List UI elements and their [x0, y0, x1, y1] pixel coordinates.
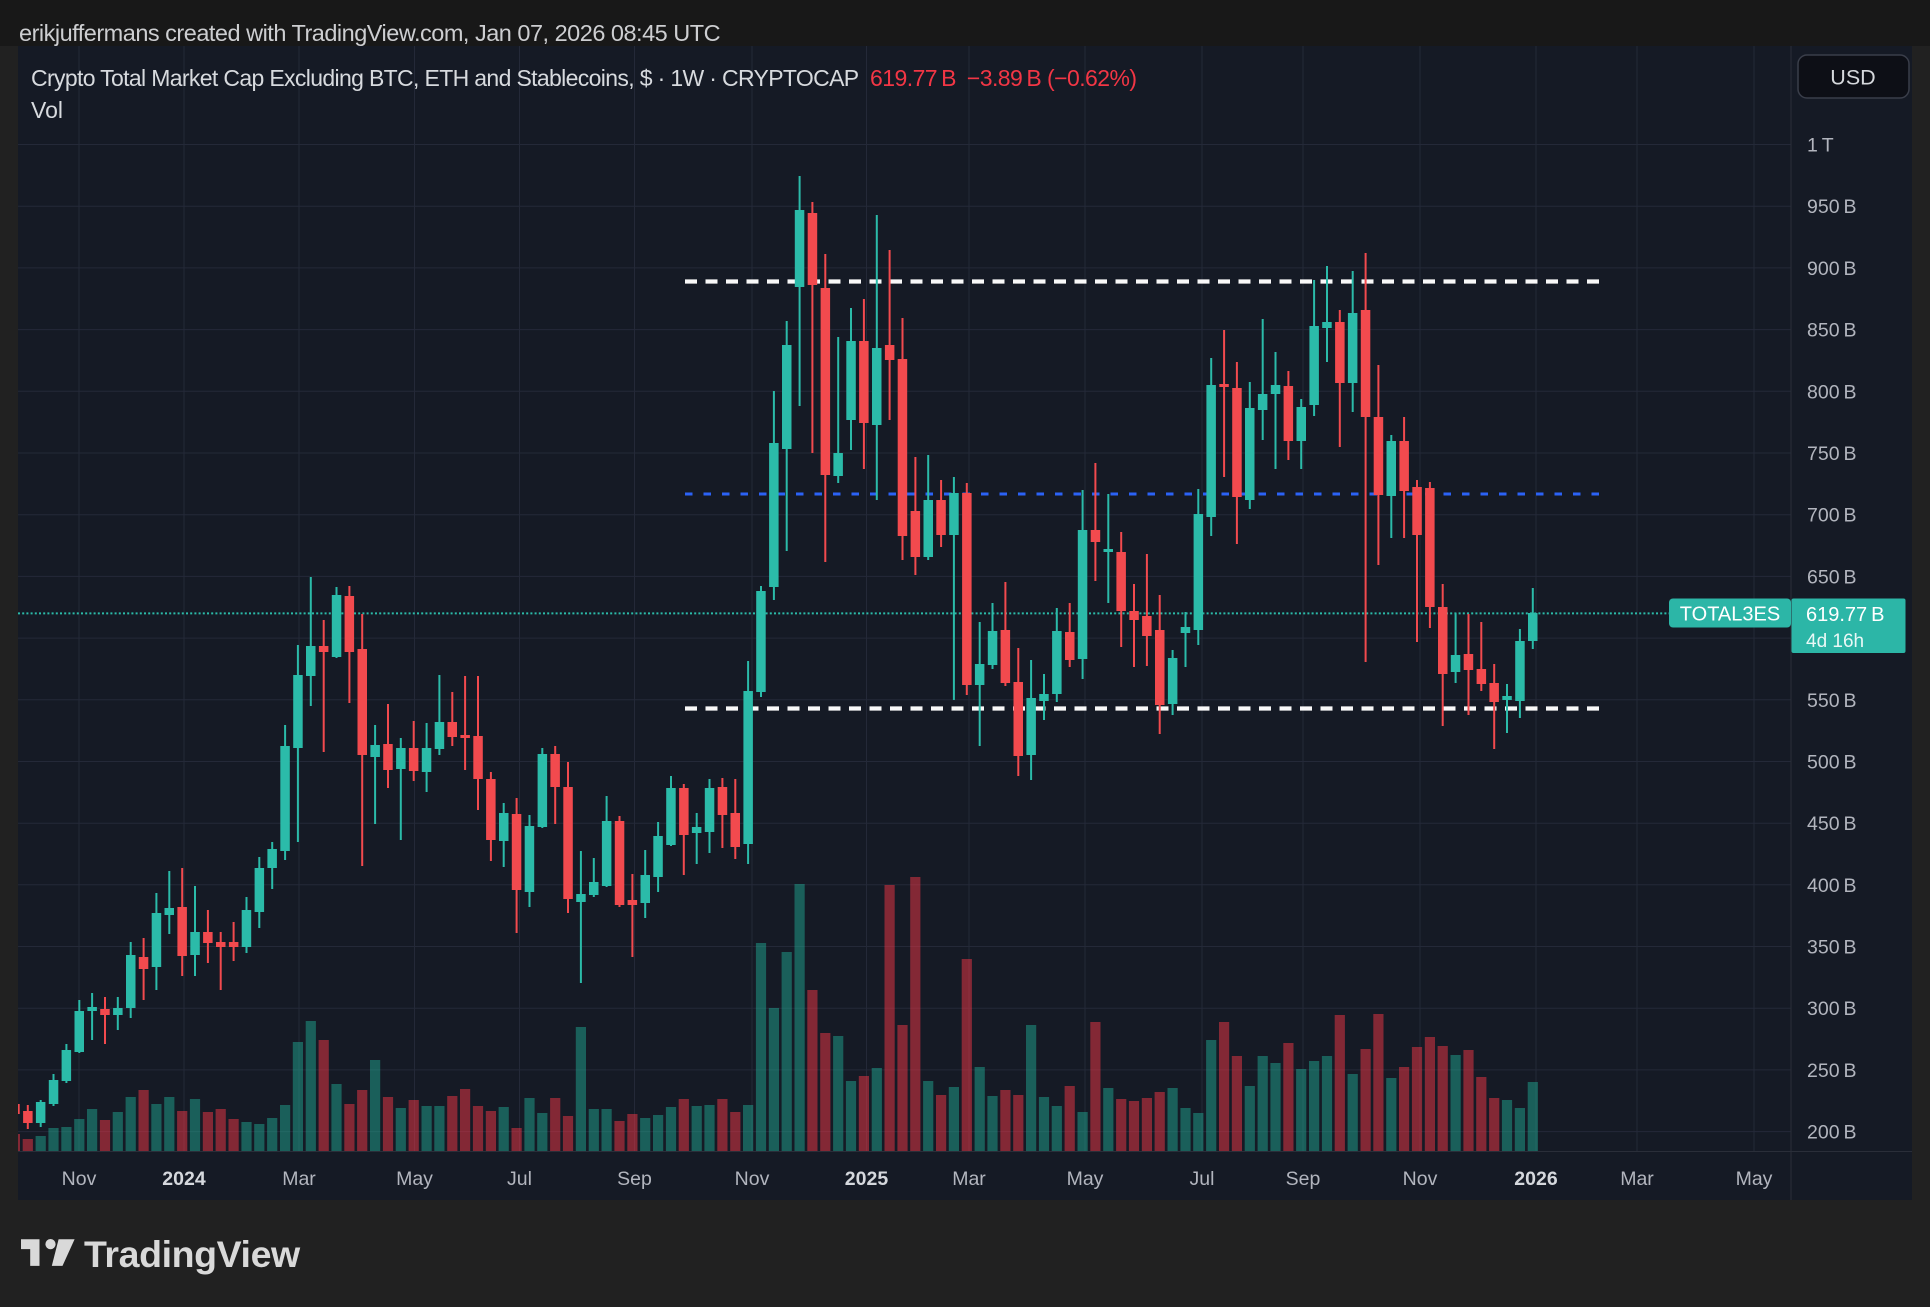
svg-text:Jul: Jul: [1190, 1168, 1215, 1190]
svg-text:750 B: 750 B: [1807, 443, 1856, 465]
svg-text:Nov: Nov: [735, 1168, 770, 1190]
svg-text:619.77 B −3.89 B (−0.62%): 619.77 B −3.89 B (−0.62%): [870, 65, 1137, 91]
svg-text:Nov: Nov: [62, 1168, 97, 1190]
svg-text:550 B: 550 B: [1807, 690, 1856, 712]
svg-text:Mar: Mar: [1620, 1168, 1654, 1190]
svg-text:May: May: [1067, 1168, 1104, 1190]
svg-text:May: May: [396, 1168, 433, 1190]
svg-text:700 B: 700 B: [1807, 505, 1856, 527]
svg-text:Jul: Jul: [507, 1168, 532, 1190]
svg-text:4d 16h: 4d 16h: [1806, 631, 1864, 652]
svg-text:300 B: 300 B: [1807, 998, 1856, 1020]
svg-text:650 B: 650 B: [1807, 566, 1856, 588]
svg-text:200 B: 200 B: [1807, 1122, 1856, 1144]
svg-text:2025: 2025: [845, 1168, 889, 1190]
svg-text:1 T: 1 T: [1807, 135, 1834, 157]
svg-text:900 B: 900 B: [1807, 258, 1856, 280]
svg-text:Crypto Total Market Cap Exclud: Crypto Total Market Cap Excluding BTC, E…: [31, 65, 859, 91]
svg-text:Mar: Mar: [282, 1168, 316, 1190]
svg-text:250 B: 250 B: [1807, 1060, 1856, 1082]
svg-text:2024: 2024: [162, 1168, 206, 1190]
svg-text:450 B: 450 B: [1807, 813, 1856, 835]
svg-text:850 B: 850 B: [1807, 320, 1856, 342]
svg-text:TOTAL3ES: TOTAL3ES: [1680, 604, 1780, 626]
svg-text:erikjuffermans created with Tr: erikjuffermans created with TradingView.…: [19, 20, 721, 46]
svg-text:Nov: Nov: [1403, 1168, 1438, 1190]
svg-text:400 B: 400 B: [1807, 875, 1856, 897]
svg-text:May: May: [1736, 1168, 1773, 1190]
svg-text:Sep: Sep: [617, 1168, 652, 1190]
svg-text:950 B: 950 B: [1807, 196, 1856, 218]
svg-text:350 B: 350 B: [1807, 937, 1856, 959]
svg-text:Sep: Sep: [1286, 1168, 1321, 1190]
svg-text:Mar: Mar: [952, 1168, 986, 1190]
svg-text:500 B: 500 B: [1807, 752, 1856, 774]
svg-text:619.77 B: 619.77 B: [1806, 604, 1885, 626]
svg-text:USD: USD: [1830, 66, 1875, 90]
svg-text:Vol: Vol: [31, 97, 63, 123]
svg-text:800 B: 800 B: [1807, 381, 1856, 403]
svg-text:TradingView: TradingView: [84, 1233, 301, 1275]
svg-text:2026: 2026: [1514, 1168, 1558, 1190]
